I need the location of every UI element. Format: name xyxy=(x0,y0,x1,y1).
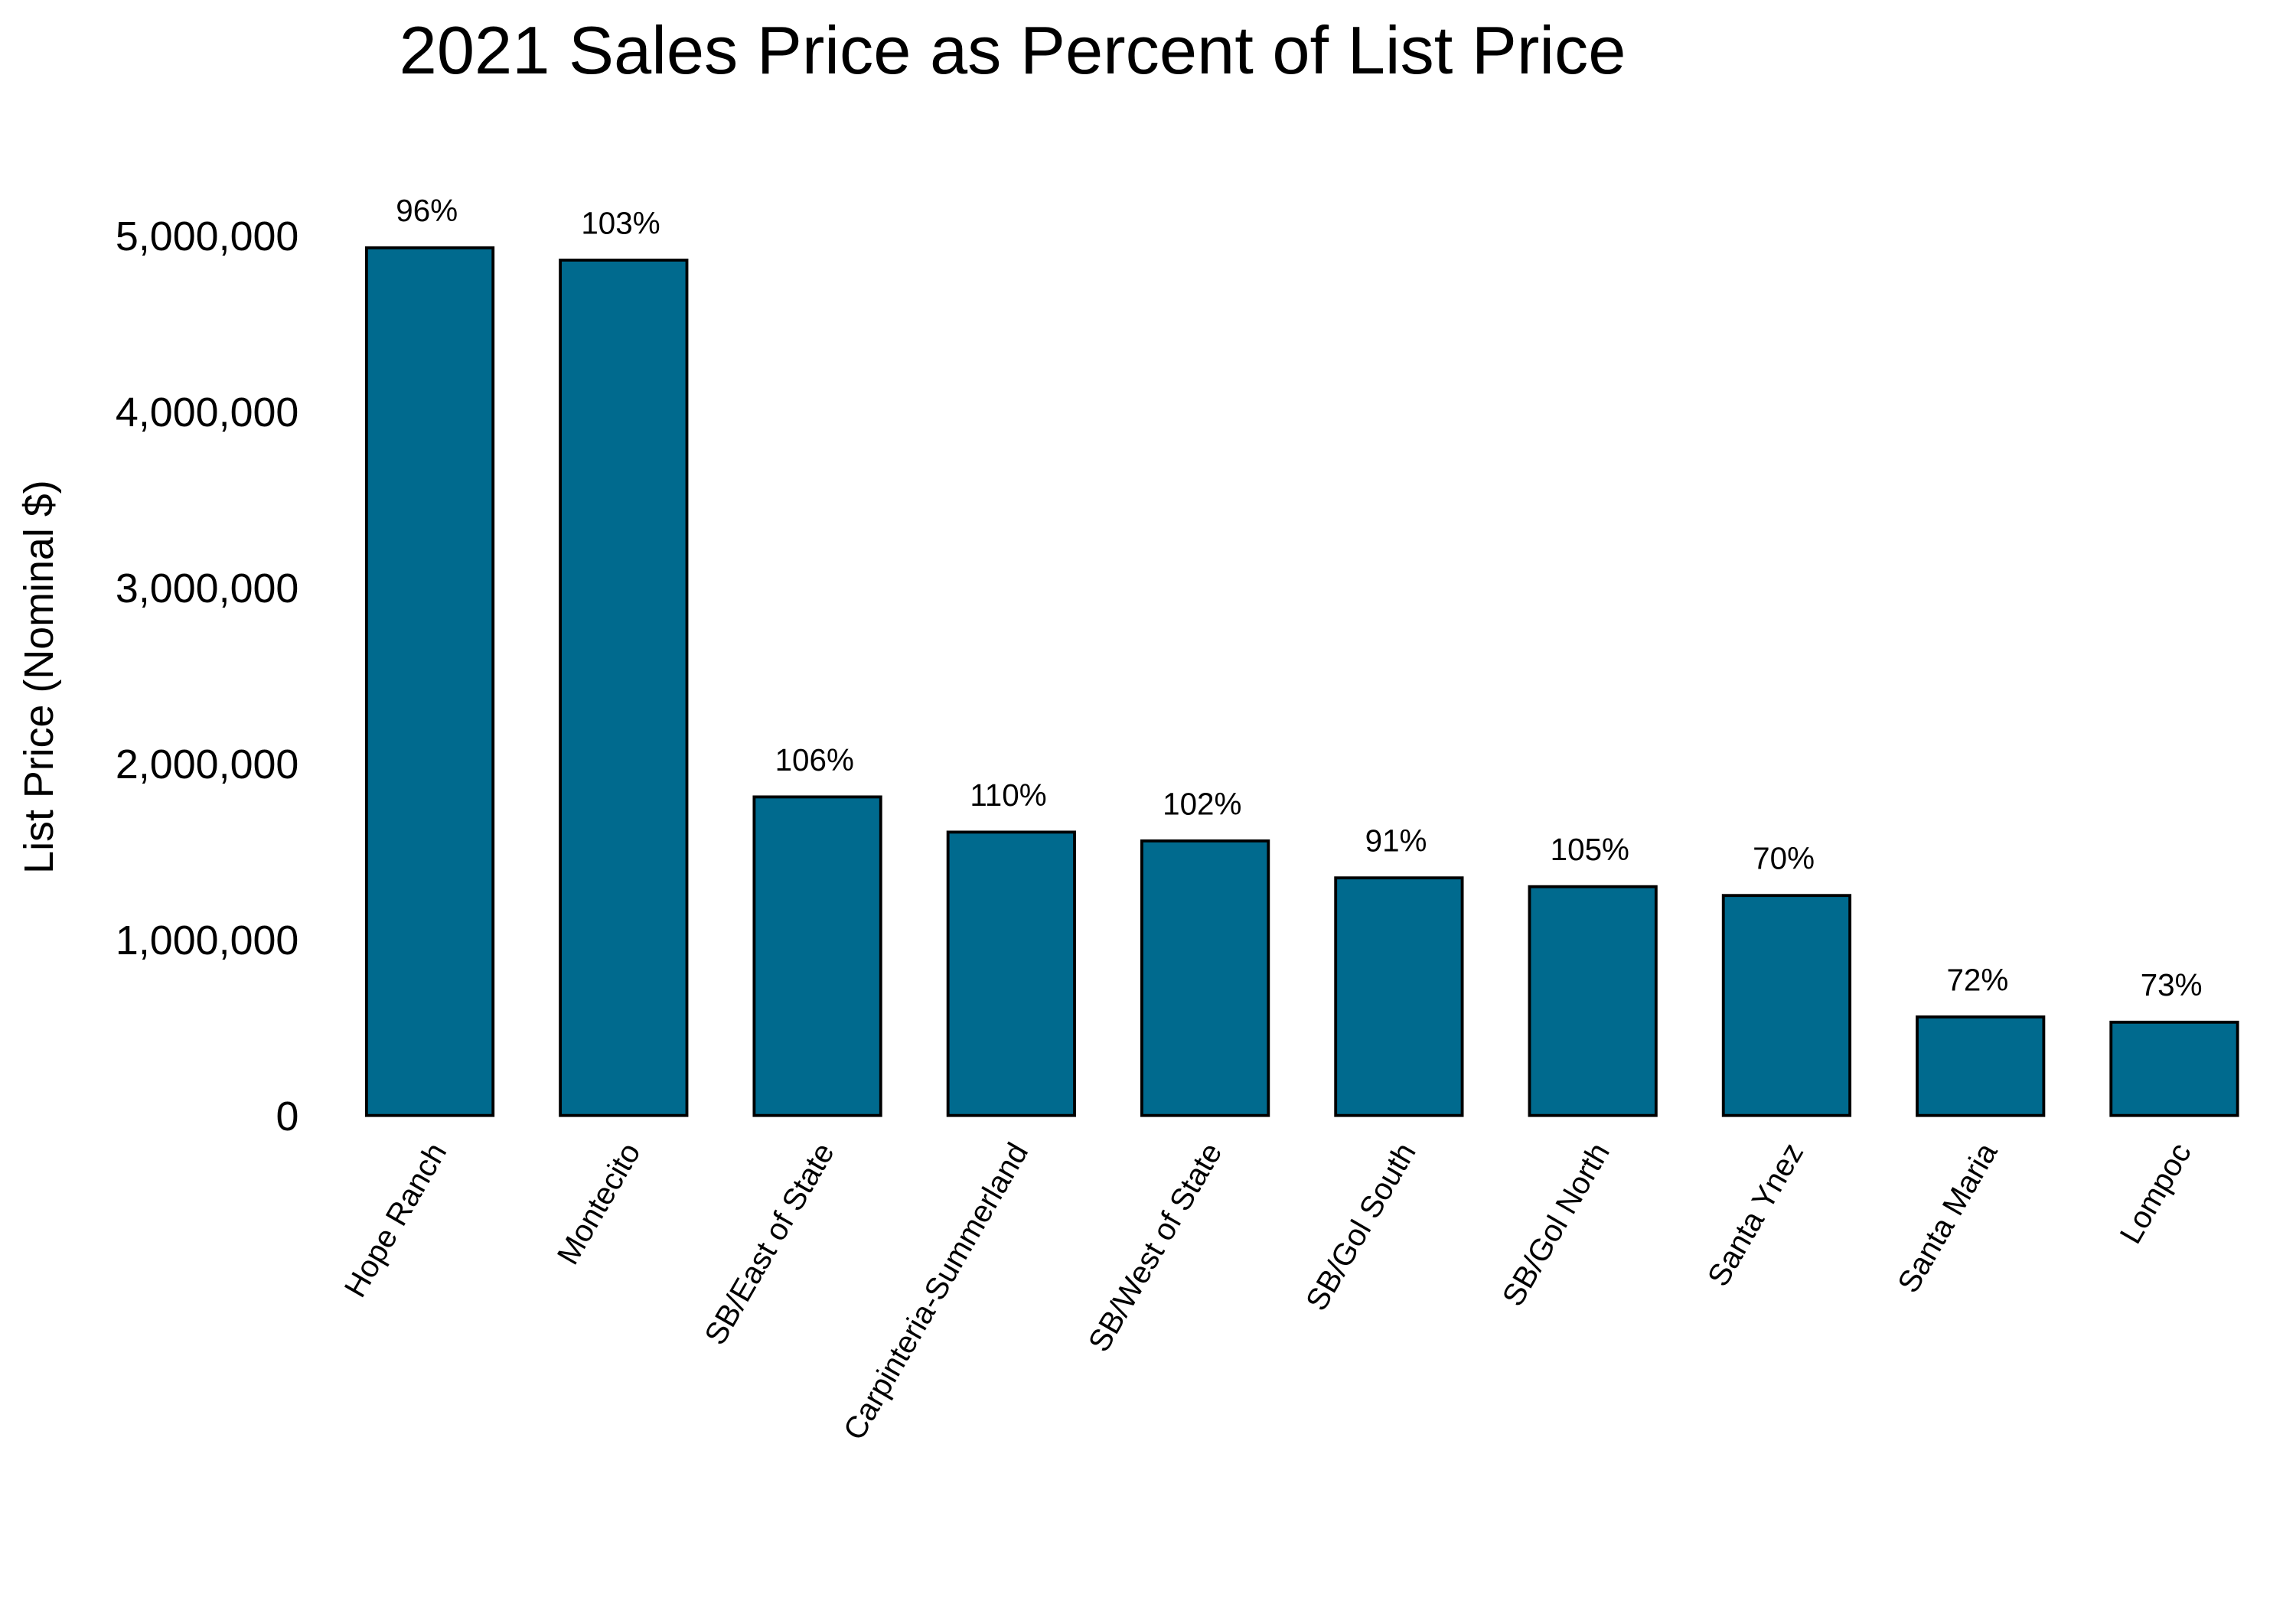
bar xyxy=(1334,876,1464,1117)
y-tick-label: 1,000,000 xyxy=(116,918,298,963)
bar-data-label: 110% xyxy=(970,777,1046,813)
bar xyxy=(946,830,1076,1117)
bar-data-label: 105% xyxy=(1551,832,1629,867)
bar-data-label: 103% xyxy=(581,205,660,240)
bar xyxy=(752,795,882,1117)
bar xyxy=(2109,1020,2239,1117)
y-tick-label: 0 xyxy=(276,1094,298,1139)
x-tick-label: SB/Gol North xyxy=(1495,1136,1616,1312)
y-tick-label: 5,000,000 xyxy=(116,214,298,259)
x-tick-label: Santa Maria xyxy=(1890,1136,2004,1299)
x-tick-label: SB/West of State xyxy=(1081,1136,1228,1358)
bar-data-label: 91% xyxy=(1365,823,1427,859)
bar xyxy=(559,258,689,1117)
y-tick-label: 2,000,000 xyxy=(116,742,298,787)
bar xyxy=(1916,1015,2046,1117)
bar xyxy=(364,246,495,1117)
y-tick-label: 4,000,000 xyxy=(116,390,298,435)
bar xyxy=(1721,894,1852,1117)
x-tick-label: Lompoc xyxy=(2112,1136,2198,1249)
x-tick-label: Carpinteria-Summerland xyxy=(836,1136,1035,1446)
x-tick-label: SB/East of State xyxy=(697,1136,841,1351)
bar-data-label: 102% xyxy=(1163,786,1241,821)
bar-data-label: 72% xyxy=(1946,962,2008,997)
y-tick-label: 3,000,000 xyxy=(116,566,298,611)
x-tick-label: SB/Gol South xyxy=(1299,1136,1423,1316)
y-axis-label: List Price (Nominal $) xyxy=(16,480,62,874)
x-tick-label: Hope Ranch xyxy=(337,1136,453,1302)
bar-data-label: 70% xyxy=(1753,841,1815,876)
chart-title: 2021 Sales Price as Percent of List Pric… xyxy=(400,12,1626,88)
x-tick-label: Montecito xyxy=(550,1136,647,1270)
bar xyxy=(1140,839,1270,1117)
bar-data-label: 73% xyxy=(2141,967,2203,1002)
x-tick-label: Santa Ynez xyxy=(1700,1136,1810,1292)
bar-data-label: 106% xyxy=(775,742,854,777)
bar-data-label: 96% xyxy=(396,193,458,228)
bar xyxy=(1528,885,1658,1117)
